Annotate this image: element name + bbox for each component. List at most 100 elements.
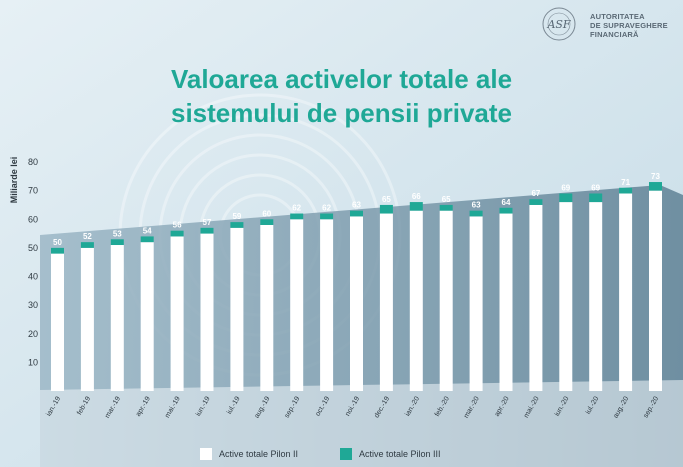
bar-total-label: 60 <box>262 209 271 218</box>
bar-pilon3 <box>529 199 543 205</box>
bar-pilon3 <box>290 213 304 220</box>
bar-pilon2 <box>649 190 662 391</box>
y-tick-label: 50 <box>28 243 38 253</box>
bar-pilon2 <box>350 216 363 391</box>
x-tick-label: ian.-20 <box>404 395 421 417</box>
legend-item-pilon2: Active totale Pilon II <box>200 447 298 461</box>
x-tick-label: iun.-19 <box>195 395 212 417</box>
asf-seal-icon: ASF <box>542 7 576 41</box>
bar-total-label: 65 <box>382 195 391 204</box>
bar-total-label: 69 <box>591 183 600 192</box>
x-tick-label: sep.-19 <box>284 395 302 419</box>
bar-pilon2 <box>110 245 124 391</box>
x-tick-label: mar.-20 <box>463 395 481 419</box>
bar-pilon2 <box>200 233 214 391</box>
x-tick-label: mai.-19 <box>164 395 182 419</box>
x-tick-label: ian.-19 <box>45 395 62 417</box>
bar-total-label: 69 <box>561 183 570 192</box>
bar-pilon3 <box>260 219 274 225</box>
bar-total-label: 63 <box>352 201 361 210</box>
bar-pilon2 <box>439 210 453 391</box>
bar-pilon2 <box>529 204 543 391</box>
bar-pilon3 <box>350 210 363 217</box>
x-tick-label: oct.-19 <box>315 395 332 417</box>
bar-pilon2 <box>170 236 184 391</box>
bar-pilon2 <box>409 210 423 391</box>
bar-pilon3 <box>170 230 184 237</box>
bar-total-label: 56 <box>173 221 182 230</box>
svg-text:ASF: ASF <box>546 18 570 31</box>
bar-pilon3 <box>320 213 334 220</box>
bar-total-label: 54 <box>143 226 152 235</box>
bar-pilon2 <box>320 219 334 391</box>
legend-item-pilon3: Active totale Pilon III <box>340 447 441 461</box>
bar-pilon3 <box>469 210 483 217</box>
bar-pilon2 <box>379 213 393 391</box>
bar-total-label: 63 <box>472 201 481 210</box>
x-tick-label: feb-19 <box>76 395 92 416</box>
legend-swatch-pilon3 <box>340 448 352 460</box>
bar-pilon2 <box>140 242 154 391</box>
logo-line-3: FINANCIARĂ <box>590 30 639 39</box>
legend-label-pilon2: Active totale Pilon II <box>219 449 299 459</box>
x-tick-label: iul.-19 <box>226 395 242 415</box>
bar-pilon3 <box>140 236 154 243</box>
x-tick-label: feb.-20 <box>434 395 451 417</box>
bar-pilon2 <box>619 193 633 391</box>
x-tick-label: mai.-20 <box>523 395 541 419</box>
bar-pilon3 <box>619 187 633 194</box>
legend-label-pilon3: Active totale Pilon III <box>359 449 441 459</box>
y-tick-label: 60 <box>28 214 38 224</box>
y-tick-label: 40 <box>28 272 38 282</box>
y-tick-label: 10 <box>28 357 38 367</box>
bar-total-label: 59 <box>232 212 241 221</box>
bar-total-label: 67 <box>531 189 540 198</box>
bar-pilon2 <box>230 227 244 391</box>
bar-total-label: 64 <box>502 198 511 207</box>
x-tick-label: dec.-19 <box>373 395 391 419</box>
bar-pilon3 <box>51 247 64 254</box>
bar-pilon3 <box>200 227 214 234</box>
bar-pilon3 <box>80 242 94 248</box>
x-tick-label: sep.-20 <box>642 395 660 419</box>
bar-pilon3 <box>110 239 124 246</box>
bar-total-label: 50 <box>53 238 62 247</box>
x-tick-label: aug.-19 <box>254 395 272 419</box>
x-tick-label: apr.-19 <box>135 395 152 417</box>
y-tick-label: 80 <box>28 157 38 167</box>
bar-pilon3 <box>649 182 662 191</box>
bar-total-label: 62 <box>322 204 331 213</box>
bar-total-label: 62 <box>292 204 301 213</box>
x-tick-label: apr.-20 <box>494 395 511 417</box>
bar-pilon2 <box>499 213 513 391</box>
chart-title-line-2: sistemului de pensii private <box>171 98 512 128</box>
bar-pilon2 <box>260 224 274 391</box>
bar-pilon3 <box>230 222 244 228</box>
bar-total-label: 65 <box>442 195 451 204</box>
bar-pilon3 <box>589 193 603 203</box>
legend-swatch-pilon2 <box>200 448 212 460</box>
y-tick-label: 70 <box>28 186 38 196</box>
x-tick-label: iul.-20 <box>585 395 601 415</box>
bar-pilon2 <box>51 253 64 391</box>
bar-total-label: 53 <box>113 229 122 238</box>
bar-pilon3 <box>409 202 423 211</box>
x-tick-label: aug.-20 <box>612 395 630 419</box>
bar-pilon3 <box>439 204 453 211</box>
x-tick-label: mar.-19 <box>104 395 122 419</box>
bar-pilon2 <box>469 216 483 391</box>
y-tick-label: 30 <box>28 300 38 310</box>
bar-pilon3 <box>559 193 573 203</box>
bar-pilon3 <box>379 204 393 214</box>
logo-line-2: DE SUPRAVEGHERE <box>590 21 668 30</box>
bar-total-label: 52 <box>83 232 92 241</box>
bar-total-label: 71 <box>621 178 630 187</box>
chart-title: Valoarea activelor totale ale sistemului… <box>0 62 683 130</box>
x-tick-label: iun.-20 <box>554 395 571 417</box>
bar-total-label: 73 <box>651 172 660 181</box>
y-tick-label: 20 <box>28 329 38 339</box>
bar-pilon2 <box>589 202 603 391</box>
bar-total-label: 57 <box>203 218 212 227</box>
bar-total-label: 66 <box>412 192 421 201</box>
